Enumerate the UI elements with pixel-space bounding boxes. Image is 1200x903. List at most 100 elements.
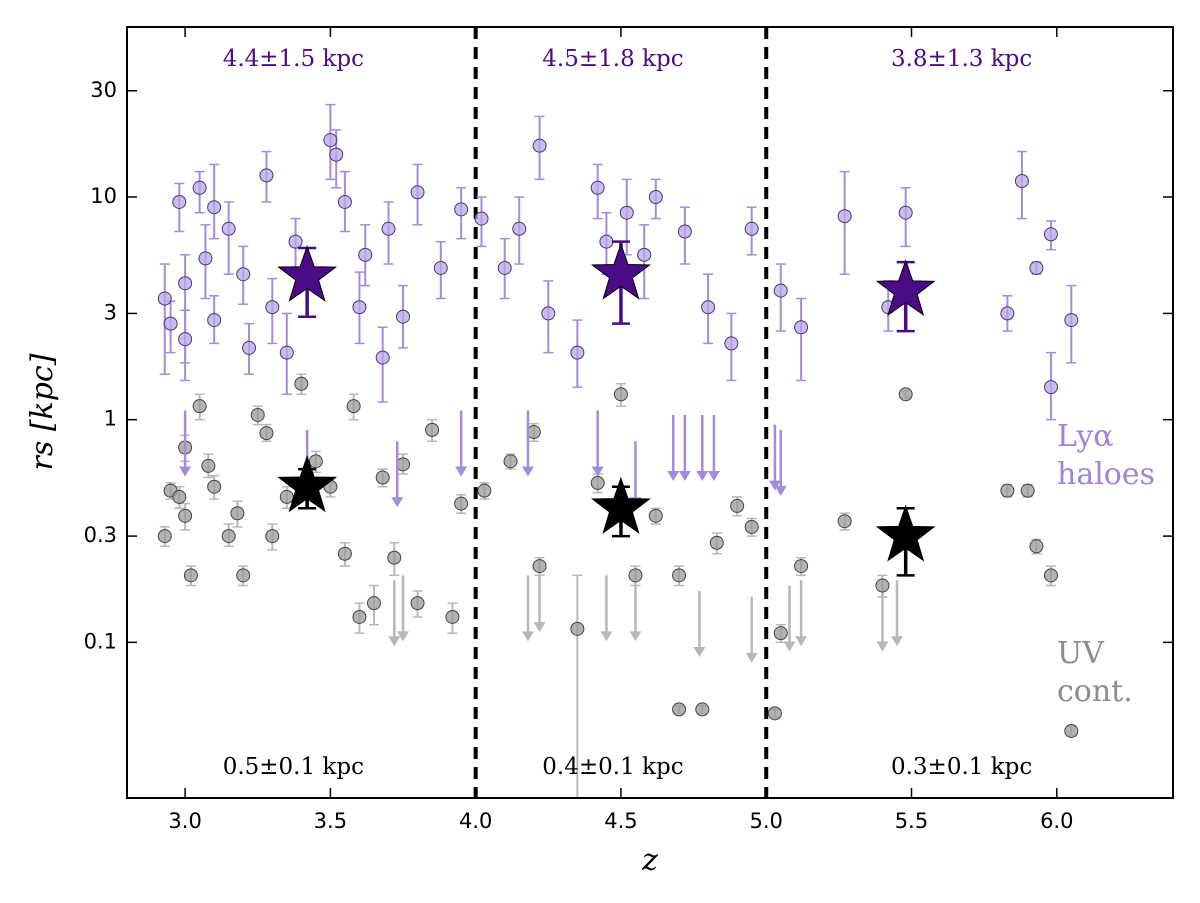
- point: [773, 283, 788, 298]
- plot-area: [157, 27, 1079, 798]
- point: [157, 529, 172, 544]
- point: [288, 234, 303, 249]
- point: [724, 336, 739, 351]
- point: [628, 568, 643, 583]
- point: [701, 300, 716, 315]
- point: [898, 205, 913, 220]
- upper-limit-arrow: [521, 466, 534, 477]
- point: [387, 550, 402, 565]
- point: [1029, 260, 1044, 275]
- point: [207, 313, 222, 328]
- point: [1000, 483, 1015, 498]
- point: [898, 387, 913, 402]
- point: [396, 457, 411, 472]
- point: [366, 596, 381, 611]
- median-label: 0.3±0.1 kpc: [891, 754, 1032, 780]
- point: [454, 496, 469, 511]
- upper-limit-arrow: [600, 631, 613, 642]
- point: [532, 138, 547, 153]
- point: [541, 306, 556, 321]
- point: [221, 529, 236, 544]
- point: [677, 224, 692, 239]
- y-tick-label: 30: [90, 78, 117, 102]
- upper-limit-arrow: [397, 631, 410, 642]
- point: [1064, 313, 1079, 328]
- median-star: [590, 476, 651, 534]
- point: [242, 340, 257, 355]
- median-star: [590, 242, 651, 300]
- median-label: 0.5±0.1 kpc: [223, 754, 364, 780]
- point: [192, 180, 207, 195]
- point: [236, 267, 251, 282]
- point: [1029, 539, 1044, 554]
- point: [744, 519, 759, 534]
- point: [599, 234, 614, 249]
- x-tick-label: 3.0: [168, 809, 201, 833]
- point: [375, 470, 390, 485]
- median-star: [277, 244, 338, 302]
- point: [1014, 173, 1029, 188]
- plot-frame: [126, 26, 1174, 799]
- point: [454, 202, 469, 217]
- median-star: [277, 455, 338, 513]
- y-axis-label: rs [kpc]: [25, 353, 60, 470]
- point: [396, 309, 411, 324]
- point: [410, 596, 425, 611]
- point: [178, 276, 193, 291]
- point: [648, 189, 663, 204]
- point: [672, 568, 687, 583]
- point: [346, 399, 361, 414]
- point: [1000, 306, 1015, 321]
- upper-limit-arrow: [533, 622, 546, 633]
- point: [201, 458, 216, 473]
- y-tick-label: 0.1: [84, 629, 117, 653]
- point: [709, 535, 724, 550]
- point: [695, 702, 710, 717]
- x-tick-label: 4.0: [459, 809, 492, 833]
- axes: 4.4±1.5 kpc 4.5±1.8 kpc 3.8±1.3 kpc 0.5±0.1…: [84, 26, 1174, 833]
- median-star: [875, 504, 936, 562]
- x-tick-label: 6.0: [1040, 809, 1073, 833]
- point: [172, 194, 187, 209]
- point: [375, 350, 390, 365]
- upper-limit-arrow: [179, 466, 192, 477]
- point: [230, 506, 245, 521]
- point: [532, 559, 547, 574]
- point: [590, 180, 605, 195]
- point: [183, 568, 198, 583]
- point: [294, 376, 309, 391]
- point: [767, 706, 782, 721]
- point: [337, 194, 352, 209]
- point: [474, 211, 489, 226]
- point: [648, 508, 663, 523]
- point: [477, 483, 492, 498]
- point: [512, 221, 527, 236]
- upper-limit-arrow: [707, 470, 720, 481]
- point: [1043, 380, 1058, 395]
- x-tick-label: 5.5: [895, 809, 928, 833]
- x-tick-label: 5.0: [750, 809, 783, 833]
- upper-limit-arrow: [455, 466, 468, 477]
- y-tick-label: 0.3: [84, 523, 117, 547]
- point: [236, 568, 251, 583]
- point: [279, 489, 294, 504]
- y-tick-label: 10: [90, 184, 117, 208]
- point: [381, 221, 396, 236]
- median-label: 4.5±1.8 kpc: [542, 46, 683, 72]
- point: [308, 454, 323, 469]
- point: [178, 508, 193, 523]
- point: [163, 316, 178, 331]
- point: [221, 221, 236, 236]
- point: [265, 300, 280, 315]
- point: [637, 247, 652, 262]
- point: [250, 407, 265, 422]
- point: [837, 514, 852, 529]
- series-label: Lyα haloes: [1057, 419, 1156, 492]
- upper-limit-arrow: [890, 636, 903, 647]
- x-tick-label: 4.5: [604, 809, 637, 833]
- point: [172, 489, 187, 504]
- point: [259, 168, 274, 183]
- point: [613, 387, 628, 402]
- point: [445, 609, 460, 624]
